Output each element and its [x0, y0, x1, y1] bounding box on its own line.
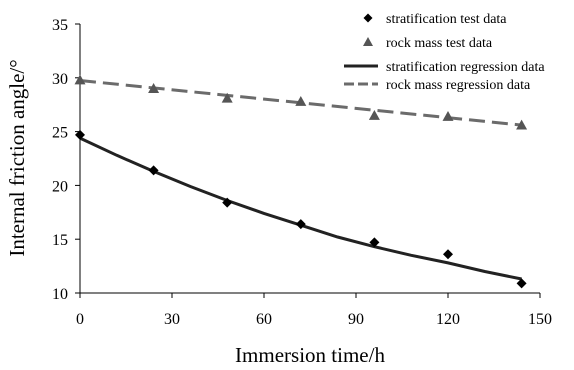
rock-mass-data-point: [295, 95, 307, 106]
y-tick-label: 35: [52, 17, 68, 34]
y-tick-label: 20: [52, 178, 68, 195]
y-tick-label: 30: [52, 71, 68, 88]
x-tick-label: 30: [164, 311, 180, 328]
x-tick-label: 90: [348, 311, 364, 328]
y-axis-title: Internal friction angle/°: [5, 59, 29, 256]
x-tick-label: 0: [76, 311, 84, 328]
stratification-regression-line: [79, 136, 522, 281]
legend-label: stratification regression data: [386, 60, 545, 75]
rock-mass-data-point: [74, 74, 86, 85]
rock-mass-data-point: [368, 109, 380, 120]
y-tick-label: 25: [52, 125, 68, 142]
stratification-data-point: [148, 165, 159, 176]
series-layer: [74, 74, 528, 289]
y-tick-label: 15: [52, 232, 68, 249]
legend-label: stratification test data: [386, 12, 507, 27]
stratification-data-point: [369, 237, 380, 248]
x-axis-title: Immersion time/h: [235, 343, 385, 367]
legend-label: rock mass test data: [386, 36, 493, 51]
stratification-data-point: [295, 219, 306, 230]
legend-diamond-marker: [363, 13, 373, 23]
x-tick-label: 150: [528, 311, 552, 328]
legend-label: rock mass regression data: [386, 78, 531, 93]
rock-mass-data-point: [221, 92, 233, 103]
x-ticks: 0 30 60 90 120 150: [76, 293, 552, 328]
y-tick-label: 10: [52, 286, 68, 303]
rock-mass-data-point: [148, 83, 160, 93]
stratification-data-point: [75, 129, 85, 140]
rock-mass-data-point: [442, 111, 454, 121]
legend: stratification test data rock mass test d…: [344, 12, 545, 93]
plot-area: [79, 24, 540, 294]
stratification-data-point: [443, 249, 453, 260]
stratification-data-point: [516, 278, 527, 289]
x-tick-label: 120: [436, 311, 460, 328]
legend-triangle-marker: [363, 37, 373, 46]
rock-mass-data-point: [516, 119, 528, 130]
x-tick-label: 60: [256, 311, 272, 328]
stratification-data-point: [222, 197, 233, 208]
y-ticks: 10 15 20 25 30 35: [52, 17, 80, 303]
